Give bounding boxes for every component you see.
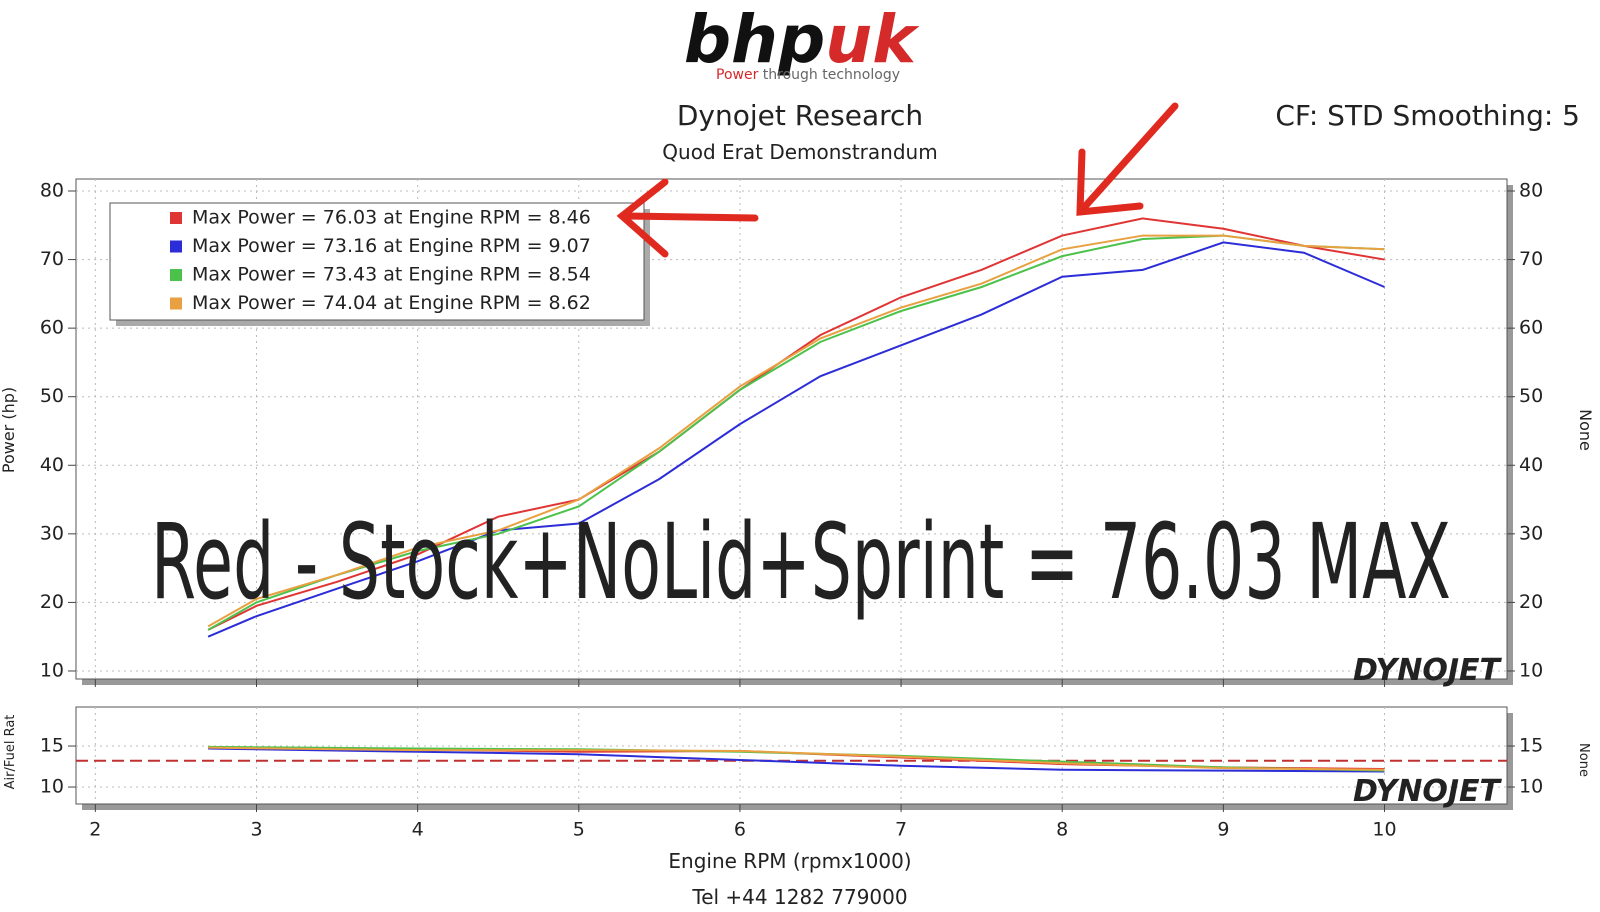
- y-tick-label: 50: [40, 385, 64, 407]
- plot-frame: [75, 706, 1508, 805]
- y-tick-label: 20: [40, 591, 64, 613]
- subtitle: Quod Erat Demonstrandum: [662, 140, 937, 164]
- series-line: [207, 241, 1385, 638]
- x-tick-label: 9: [1217, 819, 1229, 841]
- y-tick-label: 70: [40, 248, 64, 270]
- x-tick-label: 7: [895, 819, 907, 841]
- arrow: [1076, 102, 1179, 216]
- y-tick-label: 30: [40, 522, 64, 544]
- series-line: [208, 747, 1385, 773]
- tagline-word: technology: [822, 67, 900, 83]
- x-tick-label: 5: [573, 819, 585, 841]
- logo-uk: uk: [825, 1, 920, 78]
- y2-tick-label: 70: [1519, 248, 1543, 270]
- watermark: DYNOJET: [1353, 653, 1503, 688]
- y2-axis-label: None: [1576, 409, 1595, 451]
- y-tick-label: 10: [40, 659, 64, 681]
- settings: CF: STD Smoothing: 5: [1275, 99, 1580, 132]
- y2-tick-label: 50: [1519, 385, 1543, 407]
- footer: Tel +44 1282 779000: [691, 885, 907, 909]
- y2-tick-label: 60: [1519, 317, 1543, 339]
- legend-swatch: [170, 212, 182, 224]
- legend: [109, 202, 645, 321]
- arrow-head: [1076, 148, 1144, 216]
- series-line: [208, 746, 1385, 771]
- legend-swatch: [170, 240, 182, 253]
- y2-tick-label: 30: [1519, 522, 1543, 544]
- x-tick-label: 3: [250, 819, 262, 841]
- arrow-head: [616, 178, 669, 258]
- arrow: [621, 212, 759, 222]
- logo-bhp: bhp: [684, 1, 825, 78]
- legend-swatch: [170, 297, 182, 310]
- y-tick-label: 40: [40, 454, 64, 476]
- annotation: Red - Stock+NoLid+Sprint = 76.03 MAX: [151, 501, 1451, 623]
- y-axis-label: Air/Fuel Rat: [3, 715, 18, 790]
- x-tick-label: 10: [1372, 819, 1396, 841]
- y2-tick-label: 20: [1519, 591, 1543, 613]
- x-axis-label: Engine RPM (rpmx1000): [668, 849, 911, 873]
- legend-label: Max Power = 76.03 at Engine RPM = 8.46: [192, 207, 591, 229]
- tagline: Power through technology: [716, 67, 900, 83]
- legend-label: Max Power = 73.16 at Engine RPM = 9.07: [192, 235, 591, 257]
- y-tick-label: 80: [40, 179, 64, 201]
- title: Dynojet Research: [677, 99, 923, 132]
- tagline-word: through: [763, 67, 818, 83]
- watermark: DYNOJET: [1353, 774, 1503, 809]
- tagline-word: Power: [716, 67, 759, 83]
- y-tick-label: 10: [40, 776, 64, 798]
- y2-tick-label: 10: [1519, 659, 1543, 681]
- logo: bhpuk: [684, 1, 920, 78]
- x-tick-label: 2: [89, 819, 101, 841]
- series-line: [207, 234, 1385, 628]
- y2-tick-label: 15: [1519, 735, 1543, 757]
- y2-axis-label: None: [1576, 743, 1591, 777]
- y2-tick-label: 40: [1519, 454, 1543, 476]
- plot-layer: [68, 179, 1515, 812]
- y-tick-label: 15: [40, 735, 64, 757]
- arrows: [616, 102, 1179, 258]
- legend-label: Max Power = 74.04 at Engine RPM = 8.62: [192, 292, 591, 314]
- x-tick-label: 8: [1056, 819, 1068, 841]
- x-tick-label: 6: [734, 819, 746, 841]
- y2-tick-label: 80: [1519, 179, 1543, 201]
- y-tick-label: 60: [40, 317, 64, 339]
- x-tick-label: 4: [412, 819, 424, 841]
- legend-label: Max Power = 73.43 at Engine RPM = 8.54: [192, 264, 591, 286]
- y-axis-label: Power (hp): [0, 387, 18, 473]
- legend-swatch: [170, 269, 182, 281]
- y2-tick-label: 10: [1519, 776, 1543, 798]
- series-line: [207, 234, 1385, 631]
- legend-entries: Max Power = 76.03 at Engine RPM = 8.46 Ma…: [170, 207, 591, 314]
